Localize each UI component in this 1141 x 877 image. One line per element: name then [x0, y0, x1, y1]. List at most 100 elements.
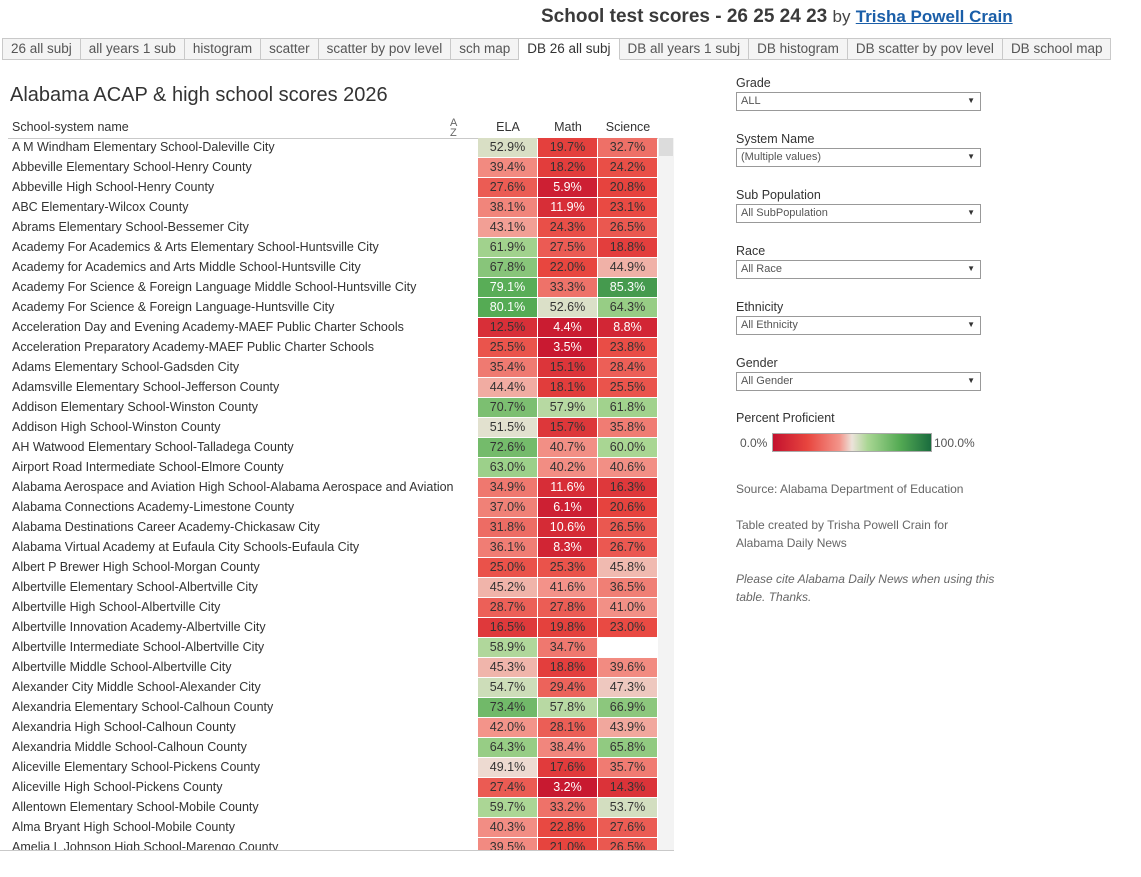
tab-db-26-all-subj[interactable]: DB 26 all subj	[519, 38, 620, 60]
science-cell[interactable]: 35.7%	[598, 758, 657, 777]
ela-cell[interactable]: 40.3%	[478, 818, 537, 837]
science-cell[interactable]: 23.1%	[598, 198, 657, 217]
science-cell[interactable]: 61.8%	[598, 398, 657, 417]
math-cell[interactable]: 25.3%	[538, 558, 597, 577]
ela-cell[interactable]: 39.5%	[478, 838, 537, 850]
ela-cell[interactable]: 27.6%	[478, 178, 537, 197]
science-cell[interactable]: 28.4%	[598, 358, 657, 377]
ela-cell[interactable]: 63.0%	[478, 458, 537, 477]
science-cell[interactable]: 26.5%	[598, 518, 657, 537]
table-row[interactable]: A M Windham Elementary School-Daleville …	[8, 138, 674, 158]
math-cell[interactable]: 28.1%	[538, 718, 597, 737]
chevron-down-icon[interactable]: ▼	[967, 376, 975, 385]
chevron-down-icon[interactable]: ▼	[967, 208, 975, 217]
table-row[interactable]: Academy For Science & Foreign Language-H…	[8, 298, 674, 318]
table-row[interactable]: Adamsville Elementary School-Jefferson C…	[8, 378, 674, 398]
tab-sch-map[interactable]: sch map	[451, 38, 520, 60]
ela-cell[interactable]: 35.4%	[478, 358, 537, 377]
chevron-down-icon[interactable]: ▼	[967, 96, 975, 105]
science-cell[interactable]: 60.0%	[598, 438, 657, 457]
science-cell[interactable]: 36.5%	[598, 578, 657, 597]
math-cell[interactable]: 19.8%	[538, 618, 597, 637]
math-cell[interactable]: 8.3%	[538, 538, 597, 557]
science-cell[interactable]: 25.5%	[598, 378, 657, 397]
tab-scatter-by-pov-level[interactable]: scatter by pov level	[318, 38, 452, 60]
math-cell[interactable]: 6.1%	[538, 498, 597, 517]
math-cell[interactable]: 18.8%	[538, 658, 597, 677]
science-cell[interactable]: 40.6%	[598, 458, 657, 477]
ela-cell[interactable]: 37.0%	[478, 498, 537, 517]
author-link[interactable]: Trisha Powell Crain	[855, 7, 1013, 26]
science-cell[interactable]: 23.8%	[598, 338, 657, 357]
math-cell[interactable]: 15.1%	[538, 358, 597, 377]
table-row[interactable]: Albertville Elementary School-Albertvill…	[8, 578, 674, 598]
column-header-math[interactable]: Math	[554, 120, 582, 134]
ela-cell[interactable]: 73.4%	[478, 698, 537, 717]
ela-cell[interactable]: 61.9%	[478, 238, 537, 257]
table-row[interactable]: Amelia L Johnson High School-Marengo Cou…	[8, 838, 674, 850]
table-row[interactable]: Abbeville High School-Henry County 27.6% 5…	[8, 178, 674, 198]
science-cell[interactable]: 65.8%	[598, 738, 657, 757]
math-cell[interactable]: 33.2%	[538, 798, 597, 817]
ela-cell[interactable]: 27.4%	[478, 778, 537, 797]
table-row[interactable]: Addison High School-Winston County 51.5% 1…	[8, 418, 674, 438]
science-cell[interactable]: 35.8%	[598, 418, 657, 437]
math-cell[interactable]: 57.8%	[538, 698, 597, 717]
math-cell[interactable]: 11.6%	[538, 478, 597, 497]
table-row[interactable]: Allentown Elementary School-Mobile Count…	[8, 798, 674, 818]
table-row[interactable]: Alexander City Middle School-Alexander C…	[8, 678, 674, 698]
science-cell[interactable]: 53.7%	[598, 798, 657, 817]
science-cell[interactable]: 16.3%	[598, 478, 657, 497]
table-row[interactable]: AH Watwood Elementary School-Talladega C…	[8, 438, 674, 458]
math-cell[interactable]: 3.5%	[538, 338, 597, 357]
grade-dropdown[interactable]: ALL ▼	[736, 92, 981, 111]
column-header-school-name[interactable]: School-system name	[12, 120, 129, 134]
table-row[interactable]: Academy For Science & Foreign Language M…	[8, 278, 674, 298]
tab-db-school-map[interactable]: DB school map	[1002, 38, 1112, 60]
table-row[interactable]: Alabama Virtual Academy at Eufaula City …	[8, 538, 674, 558]
ela-cell[interactable]: 51.5%	[478, 418, 537, 437]
table-row[interactable]: Aliceville High School-Pickens County 27.…	[8, 778, 674, 798]
ela-cell[interactable]: 39.4%	[478, 158, 537, 177]
tab-scatter[interactable]: scatter	[261, 38, 319, 60]
vertical-scrollbar[interactable]	[658, 138, 674, 850]
chevron-down-icon[interactable]: ▼	[967, 264, 975, 273]
math-cell[interactable]: 41.6%	[538, 578, 597, 597]
science-cell[interactable]: 64.3%	[598, 298, 657, 317]
table-row[interactable]: Alma Bryant High School-Mobile County 40.…	[8, 818, 674, 838]
science-cell[interactable]: 44.9%	[598, 258, 657, 277]
ela-cell[interactable]: 43.1%	[478, 218, 537, 237]
ela-cell[interactable]: 25.5%	[478, 338, 537, 357]
ela-cell[interactable]: 45.2%	[478, 578, 537, 597]
ela-cell[interactable]: 70.7%	[478, 398, 537, 417]
ela-cell[interactable]: 42.0%	[478, 718, 537, 737]
math-cell[interactable]: 17.6%	[538, 758, 597, 777]
table-row[interactable]: Abrams Elementary School-Bessemer City 43…	[8, 218, 674, 238]
math-cell[interactable]: 38.4%	[538, 738, 597, 757]
table-row[interactable]: Albertville Middle School-Albertville Ci…	[8, 658, 674, 678]
math-cell[interactable]: 22.0%	[538, 258, 597, 277]
ela-cell[interactable]: 72.6%	[478, 438, 537, 457]
tab-all-years-1-sub[interactable]: all years 1 sub	[80, 38, 185, 60]
column-header-science[interactable]: Science	[605, 120, 651, 134]
ela-cell[interactable]: 80.1%	[478, 298, 537, 317]
math-cell[interactable]: 5.9%	[538, 178, 597, 197]
science-cell[interactable]: 8.8%	[598, 318, 657, 337]
tab-db-all-years-1-subj[interactable]: DB all years 1 subj	[619, 38, 750, 60]
ela-cell[interactable]: 52.9%	[478, 138, 537, 157]
science-cell[interactable]: 39.6%	[598, 658, 657, 677]
ela-cell[interactable]: 25.0%	[478, 558, 537, 577]
science-cell[interactable]: 47.3%	[598, 678, 657, 697]
science-cell[interactable]: 14.3%	[598, 778, 657, 797]
science-cell[interactable]: 85.3%	[598, 278, 657, 297]
chevron-down-icon[interactable]: ▼	[967, 320, 975, 329]
math-cell[interactable]: 33.3%	[538, 278, 597, 297]
table-row[interactable]: Academy for Academics and Arts Middle Sc…	[8, 258, 674, 278]
math-cell[interactable]: 40.2%	[538, 458, 597, 477]
science-cell[interactable]: 41.0%	[598, 598, 657, 617]
table-row[interactable]: Aliceville Elementary School-Pickens Cou…	[8, 758, 674, 778]
ela-cell[interactable]: 64.3%	[478, 738, 537, 757]
math-cell[interactable]: 40.7%	[538, 438, 597, 457]
table-row[interactable]: Alabama Connections Academy-Limestone Co…	[8, 498, 674, 518]
